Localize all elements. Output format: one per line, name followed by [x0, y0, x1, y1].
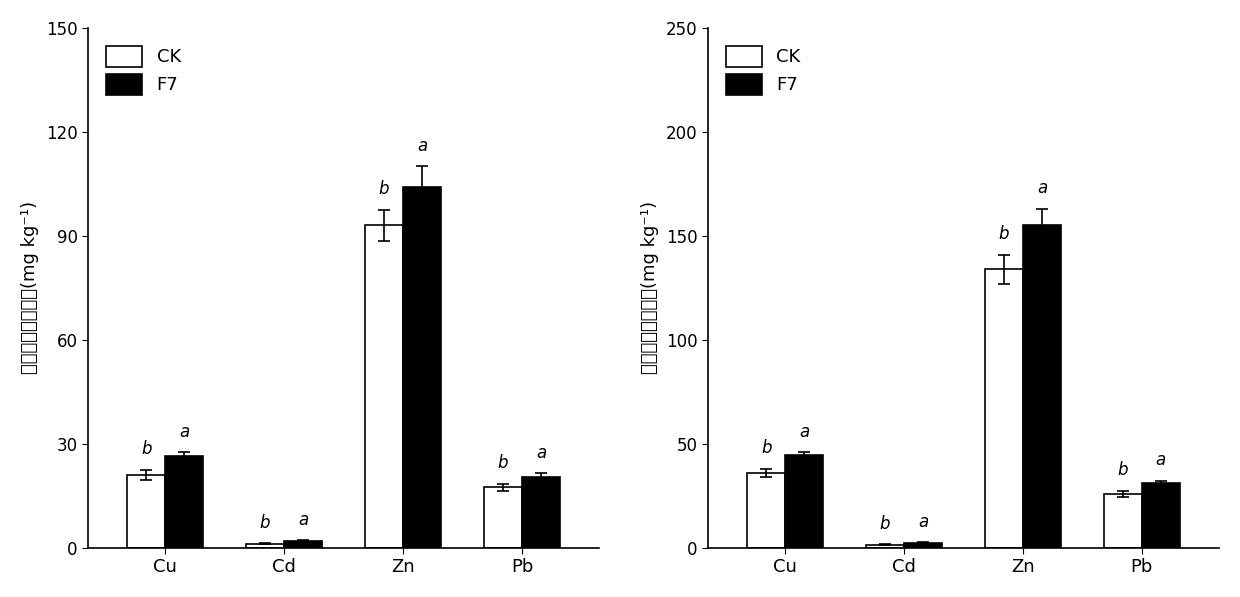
Bar [484, 487, 522, 548]
Bar [165, 456, 203, 548]
Bar [128, 475, 165, 548]
Legend: CK, F7: CK, F7 [717, 37, 810, 104]
Text: b: b [141, 441, 151, 458]
Bar [1142, 484, 1180, 548]
Y-axis label: 地下部重金属含量(mg kg⁻¹): 地下部重金属含量(mg kg⁻¹) [641, 201, 658, 374]
Legend: CK, F7: CK, F7 [97, 37, 190, 104]
Bar [785, 455, 823, 548]
Y-axis label: 地上部重金属含量(mg kg⁻¹): 地上部重金属含量(mg kg⁻¹) [21, 201, 38, 374]
Text: b: b [998, 225, 1009, 243]
Bar [284, 541, 322, 548]
Text: b: b [378, 180, 389, 198]
Text: b: b [260, 513, 270, 532]
Text: a: a [1156, 451, 1166, 469]
Bar [522, 476, 560, 548]
Text: a: a [1037, 179, 1047, 198]
Bar [246, 544, 284, 548]
Bar [748, 473, 785, 548]
Bar [904, 543, 942, 548]
Text: a: a [179, 423, 190, 441]
Text: b: b [761, 439, 771, 457]
Text: b: b [880, 515, 890, 533]
Text: a: a [799, 423, 810, 441]
Bar [403, 187, 441, 548]
Bar [1104, 494, 1142, 548]
Bar [1023, 226, 1061, 548]
Text: a: a [298, 511, 309, 529]
Text: b: b [1117, 461, 1128, 479]
Bar [985, 269, 1023, 548]
Text: a: a [417, 137, 428, 155]
Text: a: a [536, 444, 546, 462]
Bar [365, 226, 403, 548]
Text: b: b [497, 454, 508, 472]
Text: a: a [918, 513, 929, 531]
Bar [866, 544, 904, 548]
